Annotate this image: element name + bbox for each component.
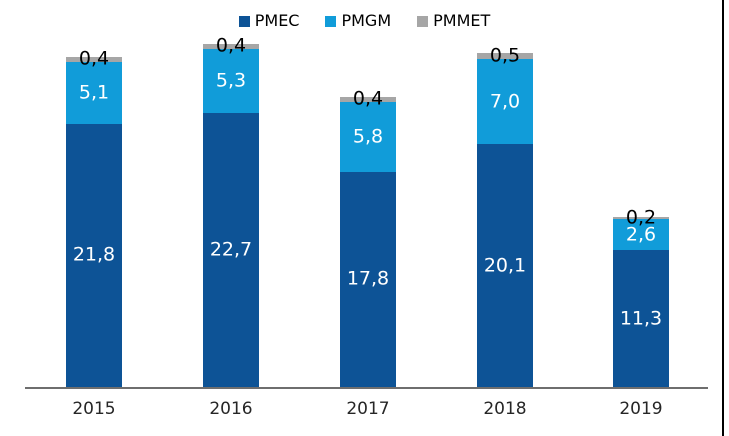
bar-segment-pmmet-2019 bbox=[613, 216, 669, 219]
legend-label-pmmet: PMMET bbox=[433, 11, 491, 30]
legend-item-pmmet: PMMET bbox=[417, 13, 490, 29]
bar-segment-pmgm-2019 bbox=[613, 219, 669, 251]
bar-segment-pmec-2017 bbox=[340, 171, 396, 387]
bar-segment-pmmet-2017 bbox=[340, 96, 396, 102]
value-label-pmgm-2016: 5,3 bbox=[215, 69, 247, 92]
value-label-pmgm-2018: 7,0 bbox=[489, 90, 521, 113]
value-label-pmmet-2017: 0,4 bbox=[352, 87, 384, 110]
value-label-pmgm-2015: 5,1 bbox=[78, 81, 110, 104]
pmmet-legend-swatch-icon bbox=[417, 15, 429, 27]
x-axis-line bbox=[25, 387, 708, 389]
legend-label-pmgm: PMGM bbox=[341, 11, 392, 30]
value-label-pmmet-2019: 0,2 bbox=[625, 206, 657, 229]
x-axis-label-2017: 2017 bbox=[346, 399, 390, 419]
bar-segment-pmmet-2015 bbox=[66, 57, 122, 62]
window-right-border bbox=[722, 0, 724, 436]
value-label-pmmet-2015: 0,4 bbox=[78, 48, 110, 71]
x-axis-label-2018: 2018 bbox=[483, 399, 527, 419]
bar-segment-pmgm-2016 bbox=[203, 48, 259, 113]
legend-item-pmgm: PMGM bbox=[325, 13, 391, 29]
x-axis-label-2016: 2016 bbox=[209, 399, 253, 419]
value-label-pmgm-2019: 2,6 bbox=[625, 223, 657, 246]
bar-segment-pmmet-2018 bbox=[477, 53, 533, 60]
bar-segment-pmgm-2018 bbox=[477, 59, 533, 145]
bar-segment-pmec-2019 bbox=[613, 250, 669, 387]
value-label-pmec-2016: 22,7 bbox=[209, 238, 253, 261]
value-label-pmgm-2017: 5,8 bbox=[352, 125, 384, 148]
bar-segment-pmec-2016 bbox=[203, 112, 259, 387]
legend: PMEC PMGM PMMET bbox=[0, 10, 729, 32]
legend-label-pmec: PMEC bbox=[254, 11, 300, 30]
legend-item-pmec: PMEC bbox=[238, 11, 300, 30]
bar-segment-pmgm-2017 bbox=[340, 101, 396, 172]
value-label-pmec-2018: 20,1 bbox=[483, 254, 527, 277]
x-axis-label-2019: 2019 bbox=[619, 399, 663, 419]
value-label-pmmet-2018: 0,5 bbox=[489, 44, 521, 67]
value-label-pmmet-2016: 0,4 bbox=[215, 34, 247, 57]
bar-segment-pmec-2018 bbox=[477, 144, 533, 387]
value-label-pmec-2015: 21,8 bbox=[72, 243, 116, 266]
bar-segment-pmmet-2016 bbox=[203, 43, 259, 49]
value-label-pmec-2019: 11,3 bbox=[619, 307, 663, 330]
value-label-pmec-2017: 17,8 bbox=[346, 267, 390, 290]
pmec-legend-swatch-icon bbox=[238, 15, 250, 27]
bar-segment-pmec-2015 bbox=[66, 123, 122, 387]
pmgm-legend-swatch-icon bbox=[325, 15, 337, 27]
x-axis-label-2015: 2015 bbox=[72, 399, 116, 419]
bar-segment-pmgm-2015 bbox=[66, 61, 122, 124]
